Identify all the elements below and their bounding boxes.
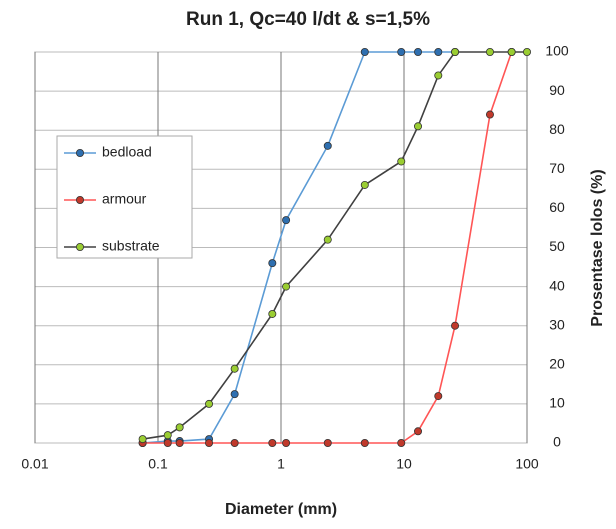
y-tick-label: 40: [549, 277, 565, 293]
y-tick-label: 60: [549, 199, 565, 215]
x-tick-label: 0.1: [148, 456, 168, 472]
data-point: [205, 438, 214, 447]
y-tick-label: 50: [549, 238, 565, 254]
data-point: [397, 438, 406, 447]
data-point: [485, 110, 494, 119]
data-point: [230, 390, 239, 399]
legend-label: bedload: [102, 144, 152, 160]
data-point: [397, 157, 406, 166]
data-point: [451, 48, 460, 57]
data-point: [414, 48, 423, 57]
data-point: [268, 259, 277, 268]
legend-marker: [76, 148, 85, 157]
data-point: [163, 438, 172, 447]
data-point: [205, 399, 214, 408]
data-point: [360, 48, 369, 57]
x-tick-label: 1: [277, 456, 285, 472]
legend-marker: [76, 242, 85, 251]
data-point: [414, 122, 423, 131]
legend-marker: [76, 195, 85, 204]
data-point: [414, 427, 423, 436]
data-point: [507, 48, 516, 57]
data-point: [282, 438, 291, 447]
y-tick-label: 20: [549, 356, 565, 372]
data-point: [434, 71, 443, 80]
data-point: [175, 438, 184, 447]
series-line: [142, 51, 527, 440]
data-point: [230, 438, 239, 447]
x-tick-label: 10: [396, 456, 412, 472]
data-point: [485, 48, 494, 57]
data-point: [175, 423, 184, 432]
data-point: [138, 435, 147, 444]
x-tick-label: 0.01: [21, 456, 48, 472]
data-point: [397, 48, 406, 57]
y-tick-label: 80: [549, 121, 565, 137]
data-point: [268, 309, 277, 318]
data-point: [360, 438, 369, 447]
x-axis-label: Diameter (mm): [225, 501, 337, 518]
data-point: [282, 282, 291, 291]
data-point: [282, 216, 291, 225]
y-tick-label: 100: [545, 43, 569, 59]
y-tick-label: 10: [549, 395, 565, 411]
data-point: [434, 392, 443, 401]
data-point: [230, 364, 239, 373]
data-point: [323, 235, 332, 244]
y-tick-label: 30: [549, 316, 565, 332]
y-axis-label: Prosentase lolos (%): [589, 169, 606, 326]
data-point: [451, 321, 460, 330]
data-point: [323, 438, 332, 447]
data-point: [360, 180, 369, 189]
data-point: [268, 438, 277, 447]
legend-label: armour: [102, 191, 147, 207]
legend-label: substrate: [102, 238, 160, 254]
chart-title: Run 1, Qc=40 l/dt & s=1,5%: [186, 9, 430, 30]
y-tick-label: 90: [549, 82, 565, 98]
x-tick-label: 100: [515, 456, 539, 472]
data-point: [163, 431, 172, 440]
data-point: [434, 48, 443, 57]
data-point: [323, 141, 332, 150]
data-point: [523, 48, 532, 57]
y-tick-label: 0: [553, 434, 561, 450]
y-tick-label: 70: [549, 160, 565, 176]
